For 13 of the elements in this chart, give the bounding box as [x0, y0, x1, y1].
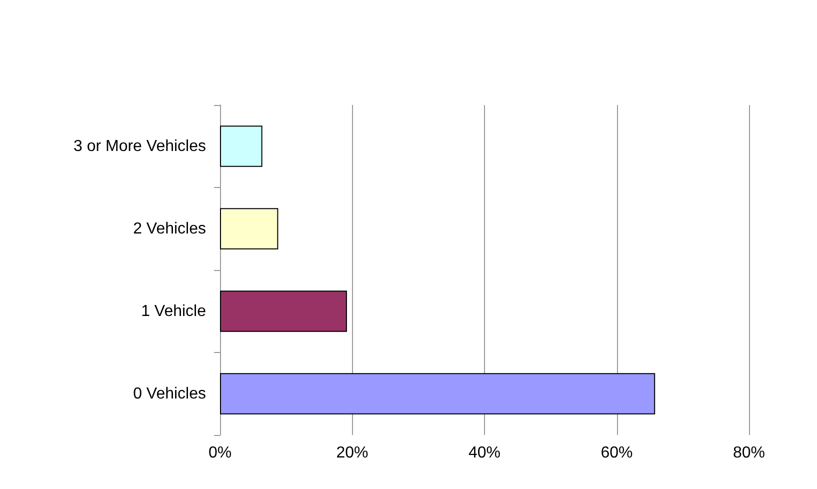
y-tick-label: 2 Vehicles	[133, 220, 206, 238]
bar	[220, 208, 278, 250]
y-tick-label: 1 Vehicle	[141, 302, 206, 320]
x-tick-label: 40%	[468, 444, 501, 462]
bar	[220, 126, 262, 167]
y-tick-label: 3 or More Vehicles	[73, 138, 206, 155]
bar	[220, 290, 347, 332]
x-tick-label: 60%	[600, 444, 633, 462]
x-tick-label: 20%	[336, 444, 368, 462]
y-tick-label: 0 Vehicles	[133, 385, 206, 402]
x-tick-label: 80%	[732, 444, 766, 462]
bar	[220, 373, 656, 414]
x-tick-label: 0%	[208, 444, 232, 462]
